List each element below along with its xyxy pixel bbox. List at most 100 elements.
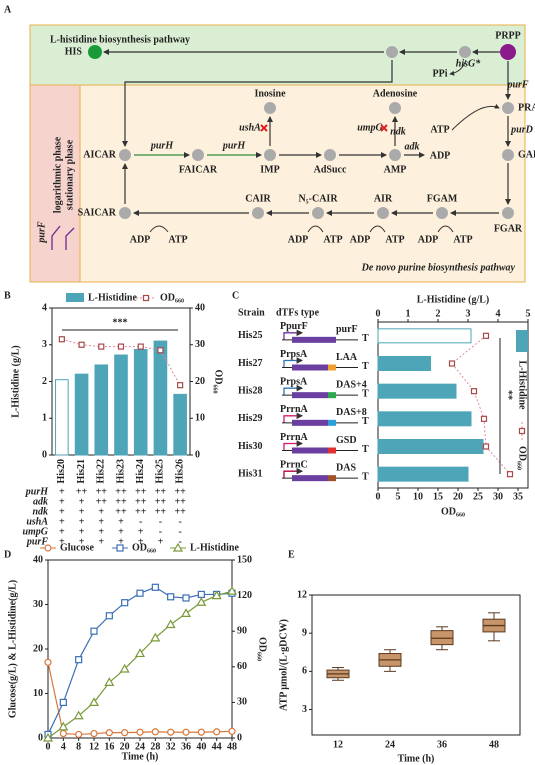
y-tick-label: 10 [33, 688, 43, 699]
genotype-name: purH [25, 486, 49, 497]
node [88, 45, 102, 59]
node [252, 207, 264, 219]
y-tick-label: 20 [195, 376, 205, 387]
genotype-value: - [139, 516, 142, 527]
legend-swatch [66, 293, 84, 302]
panel-label: E [288, 549, 295, 560]
gene [292, 364, 328, 371]
y-tick-label: 20 [33, 643, 43, 654]
genotype-value: + [138, 536, 144, 547]
node [119, 207, 131, 219]
point [142, 294, 150, 302]
y-tick-label: 10 [195, 413, 205, 424]
line [451, 335, 511, 475]
phase-label: stationary phase [64, 139, 75, 210]
promoter-arrow [283, 467, 304, 479]
y-tick-label: 0 [38, 732, 43, 743]
cofactor-label: ADP [418, 234, 439, 245]
legend-label: L-Histidine [190, 542, 239, 553]
x-axis-title: L-Histidine (g/L) [417, 294, 490, 305]
point [117, 343, 125, 350]
node-label: FAICAR [179, 164, 218, 175]
cofactor-label: ADP [430, 150, 451, 161]
point [151, 583, 159, 591]
terminator: T [362, 361, 369, 372]
y-tick-label: 30 [237, 697, 247, 708]
terminator: T [362, 333, 369, 344]
gene [292, 419, 328, 426]
switch-icon [51, 225, 75, 250]
panel-label: A [4, 4, 12, 15]
enzyme-label: hisG* [456, 58, 481, 69]
bar [114, 354, 128, 456]
genotype-name: purF [26, 536, 48, 547]
point [213, 728, 221, 736]
point [228, 727, 236, 735]
promoter-label: PpurF [280, 321, 308, 332]
enzyme-label: purD [510, 124, 533, 135]
genotype-value: + [158, 536, 164, 547]
gene [292, 475, 328, 482]
curve-arrow [451, 103, 500, 131]
point [167, 728, 175, 736]
point [90, 729, 98, 738]
point [448, 360, 456, 367]
genotype-value: - [178, 526, 181, 537]
point [75, 730, 83, 739]
y-tick-label: 6 [302, 666, 307, 677]
point [137, 343, 144, 350]
node [264, 149, 276, 161]
tag [328, 364, 336, 371]
point [482, 443, 490, 450]
bar [153, 340, 168, 456]
point [136, 728, 144, 736]
promoter-label: PrrnA [280, 404, 309, 415]
point [151, 728, 159, 736]
node-label: Inosine [254, 88, 286, 99]
genotype-value: + [59, 526, 65, 537]
x-tick-label: 5 [396, 491, 401, 502]
bar [133, 349, 148, 456]
point [197, 728, 205, 736]
cofactor-label: ADP [350, 234, 371, 245]
point [75, 656, 83, 664]
x-tick-label: 35 [513, 491, 523, 502]
node-label: PRPP [495, 30, 521, 41]
bar [377, 383, 457, 399]
cofactor-arc [149, 225, 169, 233]
x-tick-label: His23 [115, 459, 126, 483]
curve-arrow [449, 59, 467, 76]
x-tick-label: 4 [496, 308, 501, 319]
x-tick-label: 10 [413, 491, 423, 502]
phase-label: logarithmic phase [52, 136, 63, 213]
genotype-value: ++ [76, 486, 88, 497]
node-label: N₅-CAIR [298, 193, 338, 204]
x-tick-label: 0 [376, 308, 381, 319]
genotype-value: - [178, 536, 181, 547]
node-label: CAIR [245, 193, 271, 204]
gene-label: purF [36, 221, 47, 243]
genotype-name: ushA [26, 516, 48, 527]
y-tick-label: 4 [42, 302, 47, 313]
point [116, 544, 124, 552]
node-label: IMP [260, 164, 279, 175]
legend-label: L-Histidine [517, 361, 528, 410]
x-tick-label: 3 [466, 308, 471, 319]
promoter-arrow [283, 384, 304, 396]
legend-swatch [516, 330, 528, 352]
x-tick-label: 30 [493, 491, 503, 502]
genotype-value: + [118, 536, 124, 547]
point [482, 332, 490, 339]
genotype-value: ++ [155, 496, 167, 507]
panel-label: C [232, 290, 239, 301]
genotype-name: ndk [32, 506, 48, 517]
tag-label: DAS+4 [336, 379, 367, 390]
enzyme-label: ndk [390, 126, 406, 137]
y-tick-label: 3 [302, 704, 307, 715]
point [59, 698, 67, 707]
purine-pathway-box [29, 84, 526, 283]
genotype-value: ++ [174, 496, 186, 507]
node-label: PPi [433, 68, 448, 79]
cofactor-label: ADP [288, 234, 309, 245]
